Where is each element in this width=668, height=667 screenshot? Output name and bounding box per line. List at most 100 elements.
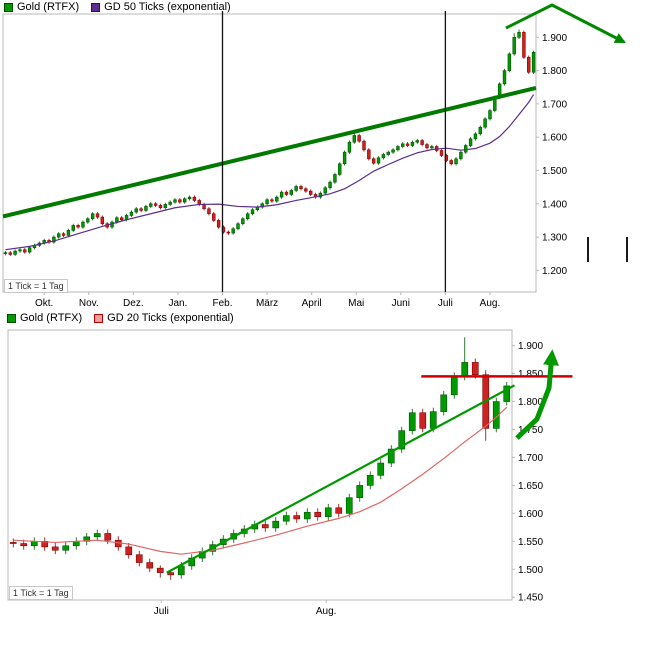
candle: [282, 515, 290, 522]
y-tick-label: 1.300: [542, 233, 567, 244]
candle: [202, 204, 206, 210]
candle: [503, 385, 511, 402]
candle: [62, 545, 70, 551]
candle: [478, 126, 482, 135]
candle: [454, 158, 458, 165]
y-tick-label: 1.700: [542, 99, 567, 110]
upper-chart-panel: Gold (RTFX) GD 50 Ticks (exponential) 1.…: [0, 0, 668, 310]
candle: [216, 220, 221, 228]
candle: [391, 149, 395, 153]
candle: [153, 203, 158, 206]
candle: [149, 203, 153, 207]
candle: [517, 32, 521, 38]
legend-item-gd20[interactable]: GD 20 Ticks (exponential): [94, 312, 234, 324]
y-tick-label: 1.700: [518, 453, 543, 464]
candle: [163, 204, 168, 209]
candle: [90, 213, 95, 220]
tick-note: 1 Tick = 1 Tag: [9, 586, 73, 600]
candle: [527, 56, 531, 73]
y-tick-label: 1.600: [542, 133, 567, 144]
candle: [187, 196, 192, 200]
candle: [236, 223, 240, 230]
lower-chart-panel: Gold (RTFX) GD 20 Ticks (exponential) 1.…: [0, 310, 668, 667]
candle: [440, 394, 448, 412]
candle: [303, 511, 311, 520]
x-tick-label: März: [256, 298, 278, 309]
candle: [473, 133, 478, 140]
candle: [104, 533, 112, 541]
candle: [415, 140, 419, 143]
y-tick-label: 1.600: [518, 509, 543, 520]
candle: [231, 228, 235, 234]
y-tick-label: 1.400: [542, 199, 567, 210]
candle: [531, 51, 536, 73]
candle: [226, 231, 231, 234]
candle: [57, 233, 61, 238]
candle: [173, 199, 177, 203]
candle: [522, 32, 526, 58]
candle: [386, 151, 390, 155]
x-tick-label: April: [302, 298, 322, 309]
candle: [95, 213, 100, 218]
y-tick-label: 1.450: [518, 593, 543, 604]
candle: [156, 567, 164, 573]
candle: [304, 188, 308, 192]
y-tick-label: 1.500: [542, 166, 567, 177]
moving-average-line: [5, 94, 535, 251]
candle: [405, 143, 410, 146]
legend-item-gold[interactable]: Gold (RTFX): [7, 312, 82, 324]
trendline[interactable]: [2, 85, 537, 219]
x-tick-label: Mai: [348, 298, 364, 309]
gold-series-swatch: [4, 2, 13, 12]
candle: [129, 211, 134, 216]
candle: [328, 181, 332, 189]
legend-item-gd50[interactable]: GD 50 Ticks (exponential): [91, 1, 231, 13]
candle: [429, 411, 437, 429]
up-arrow[interactable]: [515, 349, 559, 440]
y-tick-label: 1.500: [518, 565, 543, 576]
x-tick-label: Juli: [438, 298, 453, 309]
candle: [488, 110, 492, 120]
candle: [401, 143, 405, 147]
candle: [146, 562, 154, 569]
y-tick-label: 1.800: [518, 397, 543, 408]
candle: [182, 198, 187, 203]
candle: [366, 475, 374, 486]
up-down-arrow[interactable]: [505, 3, 626, 44]
y-tick-label: 1.900: [542, 33, 567, 44]
candle: [507, 53, 512, 71]
x-tick-label: Okt.: [35, 298, 53, 309]
candle: [270, 199, 274, 202]
candle: [377, 462, 385, 476]
candle: [265, 199, 269, 205]
candle: [93, 533, 101, 538]
candle: [308, 190, 313, 195]
y-tick-label: 1.200: [542, 266, 567, 277]
y-tick-label: 1.900: [518, 341, 543, 352]
candle: [135, 554, 143, 563]
candle: [81, 221, 85, 228]
candle: [367, 149, 371, 160]
gd20-series-label: GD 20 Ticks (exponential): [107, 312, 234, 324]
x-tick-label: Jan.: [168, 298, 187, 309]
candle: [144, 206, 148, 211]
x-tick-label: Dez.: [123, 298, 144, 309]
candle: [502, 70, 507, 85]
trendline[interactable]: [166, 384, 516, 574]
candle: [120, 217, 124, 221]
candle: [207, 208, 211, 215]
lower-legend: Gold (RTFX) GD 20 Ticks (exponential): [7, 312, 246, 324]
candle: [293, 515, 301, 520]
candle: [158, 205, 163, 209]
candle: [51, 546, 59, 551]
candle: [27, 247, 32, 253]
candle: [323, 187, 327, 194]
candle: [177, 565, 185, 576]
candle: [241, 218, 245, 225]
legend-item-gold[interactable]: Gold (RTFX): [4, 1, 79, 13]
lower-chart-svg[interactable]: 1.900 1.850 1.800 1.750 1.700 1.650 1.600 1.550…: [0, 310, 668, 667]
candle: [167, 572, 175, 576]
upper-chart-svg[interactable]: 1.900 1.800 1.700 1.600 1.500 1.400 1.300 1.200…: [0, 0, 668, 310]
candle: [289, 190, 294, 195]
candle: [376, 157, 381, 164]
